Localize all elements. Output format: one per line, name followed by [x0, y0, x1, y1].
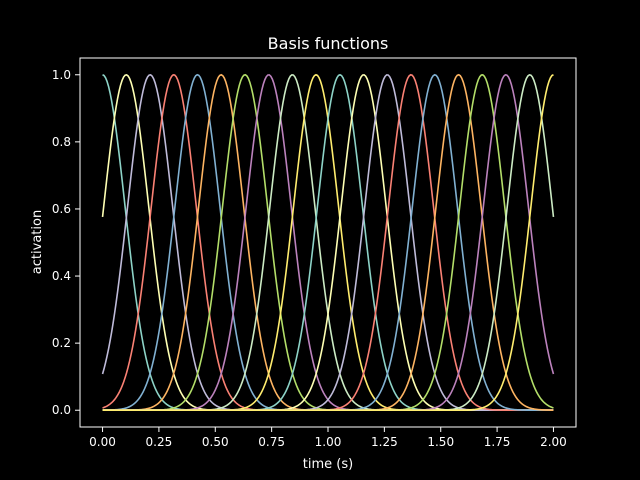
- y-tick-label: 0.2: [52, 336, 71, 350]
- y-tick-label: 0.8: [52, 135, 71, 149]
- y-tick-label: 0.6: [52, 202, 71, 216]
- x-tick-label: 1.75: [484, 435, 511, 449]
- chart-title: Basis functions: [268, 34, 389, 53]
- x-tick-label: 0.25: [146, 435, 173, 449]
- y-tick-label: 0.0: [52, 403, 71, 417]
- x-tick-label: 1.00: [315, 435, 342, 449]
- y-tick-label: 0.4: [52, 269, 71, 283]
- x-tick-label: 0.50: [202, 435, 229, 449]
- x-axis-label: time (s): [303, 457, 353, 472]
- x-tick-label: 2.00: [540, 435, 567, 449]
- axes-frame: [79, 57, 577, 428]
- plot-lines: [101, 73, 555, 412]
- basis-curve-20: [102, 74, 554, 412]
- x-tick-label: 0.75: [258, 435, 285, 449]
- x-tick-label: 1.25: [371, 435, 398, 449]
- x-tick-label: 0.00: [89, 435, 116, 449]
- x-tick-label: 1.50: [427, 435, 454, 449]
- y-axis-label: activation: [30, 210, 45, 274]
- x-axis-ticks: 0.00 0.25 0.50 0.75 1.00 1.25 1.50 1.75 2.00: [89, 427, 567, 449]
- y-axis-ticks: 0.0 0.2 0.4 0.6 0.8 1.0: [52, 68, 80, 417]
- y-tick-label: 1.0: [52, 68, 71, 82]
